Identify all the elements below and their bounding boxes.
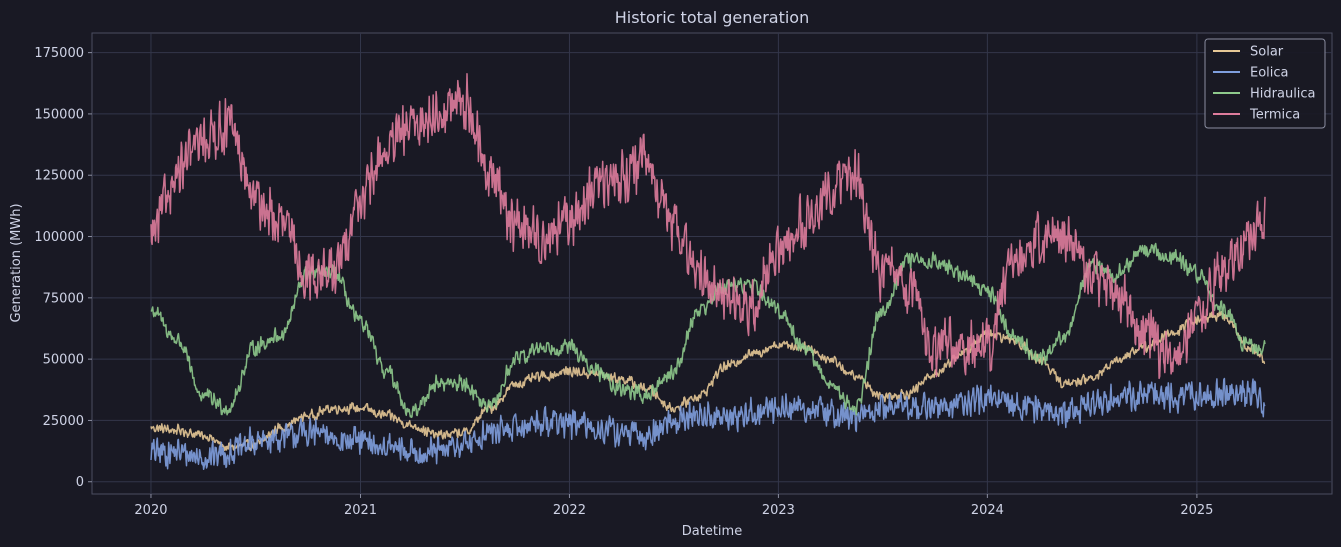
y-axis-label: Generation (MWh) bbox=[9, 203, 24, 322]
y-tick-label: 50000 bbox=[43, 353, 84, 368]
series-line-termica bbox=[150, 73, 1266, 380]
series-line-solar bbox=[150, 310, 1266, 452]
x-tick-label: 2025 bbox=[1180, 503, 1213, 518]
series-line-eolica bbox=[150, 377, 1266, 471]
x-tick-label: 2021 bbox=[344, 503, 377, 518]
x-axis-ticks: 2020 2021 2022 2023 2024 2025 bbox=[134, 494, 1213, 518]
y-tick-label: 75000 bbox=[43, 291, 84, 306]
legend-label-termica: Termica bbox=[1249, 108, 1300, 123]
legend-box bbox=[1204, 38, 1326, 129]
y-tick-label: 175000 bbox=[34, 46, 84, 61]
x-tick-label: 2024 bbox=[971, 503, 1004, 518]
y-tick-label: 125000 bbox=[34, 169, 84, 184]
legend-label-eolica: Eolica bbox=[1250, 66, 1289, 81]
y-axis-ticks: 0 25000 50000 75000 100000 125000 150000 175000 bbox=[34, 46, 92, 490]
y-tick-label: 0 bbox=[76, 475, 84, 490]
legend-label-solar: Solar bbox=[1250, 45, 1284, 60]
x-tick-label: 2022 bbox=[553, 503, 586, 518]
y-tick-label: 100000 bbox=[34, 230, 84, 245]
legend: Solar Eolica Hidraulica Termica bbox=[1204, 38, 1326, 129]
y-tick-label: 25000 bbox=[43, 414, 84, 429]
legend-label-hidraulica: Hidraulica bbox=[1250, 87, 1316, 102]
x-axis-label: Datetime bbox=[682, 524, 742, 539]
chart-title: Historic total generation bbox=[615, 8, 809, 27]
x-tick-label: 2023 bbox=[762, 503, 795, 518]
series-layer bbox=[150, 73, 1266, 471]
x-tick-label: 2020 bbox=[134, 503, 167, 518]
y-tick-label: 150000 bbox=[34, 107, 84, 122]
